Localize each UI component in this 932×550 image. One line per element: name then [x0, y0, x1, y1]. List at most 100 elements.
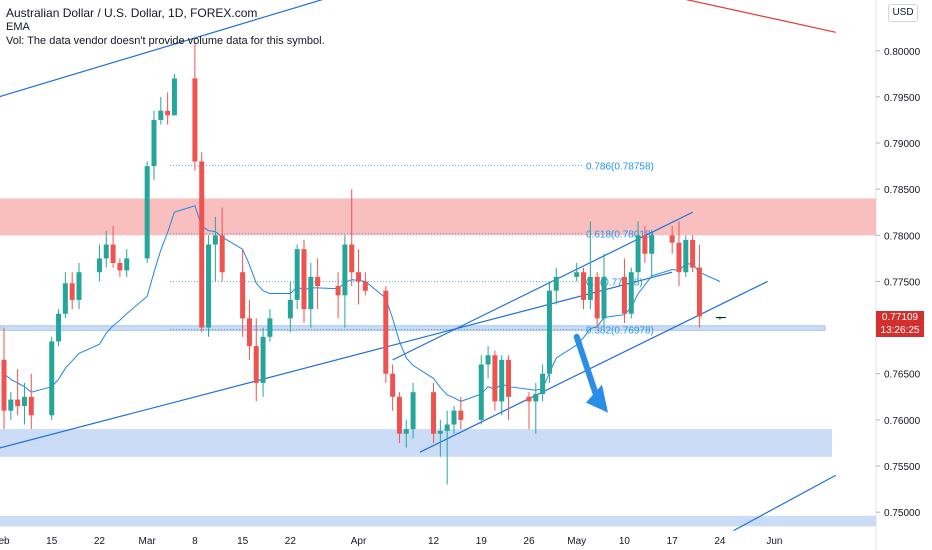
candle-body[interactable]: [308, 276, 314, 310]
price-tick-label: 0.77500: [884, 277, 921, 288]
candle-body[interactable]: [206, 244, 212, 328]
candle-body[interactable]: [540, 373, 546, 395]
candle-body[interactable]: [437, 430, 443, 434]
candle-body[interactable]: [246, 318, 252, 347]
candle-body[interactable]: [301, 249, 307, 310]
candle-body[interactable]: [171, 78, 177, 116]
projection-arrow-head[interactable]: [585, 384, 608, 413]
candle-body[interactable]: [553, 276, 559, 291]
candle-body[interactable]: [601, 276, 607, 319]
candle-body[interactable]: [642, 235, 648, 254]
candle-body[interactable]: [28, 396, 34, 416]
price-axis-panel[interactable]: [876, 0, 932, 550]
candle-body[interactable]: [8, 399, 14, 411]
candle-body[interactable]: [546, 290, 552, 374]
candle-body[interactable]: [478, 364, 484, 420]
candle-body[interactable]: [96, 258, 102, 273]
ema-indicator-label[interactable]: EMA: [6, 21, 30, 33]
candle-body[interactable]: [69, 283, 75, 300]
candle-body[interactable]: [260, 336, 266, 383]
candle-body[interactable]: [403, 429, 409, 434]
candle-body[interactable]: [444, 424, 450, 431]
candle-body[interactable]: [574, 272, 580, 277]
candle-body[interactable]: [587, 276, 593, 300]
candle-body[interactable]: [526, 396, 532, 402]
time-tick-label: 26: [523, 536, 535, 547]
candle-body[interactable]: [396, 396, 402, 434]
candle-body[interactable]: [240, 272, 246, 319]
trendline-long-rising[interactable]: [0, 271, 673, 452]
candle-body[interactable]: [356, 272, 362, 282]
projection-arrow-shaft[interactable]: [573, 333, 601, 404]
time-tick-label: 19: [476, 536, 488, 547]
candle-body[interactable]: [431, 392, 437, 434]
candle-body[interactable]: [690, 239, 696, 268]
candle-body[interactable]: [117, 263, 123, 271]
candle-body[interactable]: [383, 290, 389, 374]
trendline-red-downtrend[interactable]: [604, 0, 836, 33]
candle-body[interactable]: [192, 78, 198, 162]
candle-body[interactable]: [76, 272, 82, 300]
trendline-rising-channel-bottom[interactable]: [419, 280, 768, 453]
candle-body[interactable]: [676, 242, 682, 273]
candle-body[interactable]: [1, 359, 7, 411]
fib-level-label: 0.5(0.77498): [586, 278, 643, 289]
trendline-upper-channel[interactable]: [0, 0, 352, 102]
candle-body[interactable]: [492, 355, 498, 402]
candle-body[interactable]: [485, 355, 491, 365]
price-tick-label: 0.76000: [884, 416, 921, 427]
zone-support-mid[interactable]: [0, 325, 826, 331]
currency-button[interactable]: USD: [888, 4, 918, 22]
zone-support-lower[interactable]: [0, 429, 832, 457]
candle-body[interactable]: [669, 235, 675, 243]
candle-body[interactable]: [506, 359, 512, 397]
candle-body[interactable]: [410, 392, 416, 430]
candle-body[interactable]: [696, 267, 702, 317]
candle-body[interactable]: [451, 410, 457, 425]
candle-body[interactable]: [342, 244, 348, 296]
candle-body[interactable]: [56, 313, 62, 342]
time-tick-label: 10: [619, 536, 631, 547]
candle-body[interactable]: [390, 373, 396, 397]
candle-body[interactable]: [124, 258, 130, 271]
candle-body[interactable]: [581, 272, 587, 300]
candle-body[interactable]: [649, 235, 655, 254]
candle-body[interactable]: [315, 276, 321, 287]
candle-body[interactable]: [635, 235, 641, 273]
candle-body[interactable]: [362, 281, 368, 291]
candle-body[interactable]: [628, 272, 634, 314]
candle-body[interactable]: [294, 249, 300, 300]
candle-body[interactable]: [349, 244, 355, 273]
candle-body[interactable]: [144, 166, 150, 259]
candle-body[interactable]: [267, 318, 273, 337]
candle-body[interactable]: [158, 110, 164, 120]
price-tick-label: 0.79000: [884, 139, 921, 150]
candle-body[interactable]: [62, 283, 68, 314]
candle-body[interactable]: [594, 276, 600, 319]
candle-body[interactable]: [110, 244, 116, 263]
candle-body[interactable]: [165, 110, 171, 116]
zone-support-bottom[interactable]: [0, 515, 876, 526]
candle-body[interactable]: [253, 346, 259, 383]
zone-resistance[interactable]: [0, 198, 876, 236]
candle-body[interactable]: [151, 119, 157, 167]
candle-body[interactable]: [335, 286, 341, 296]
ema-line[interactable]: [3, 205, 721, 402]
symbol-title[interactable]: Australian Dollar / U.S. Dollar, 1D, FOR…: [6, 6, 258, 20]
candle-body[interactable]: [15, 399, 21, 407]
candle-body[interactable]: [533, 394, 539, 402]
candle-body[interactable]: [683, 239, 689, 273]
candle-body[interactable]: [287, 299, 293, 319]
candle-body[interactable]: [21, 396, 27, 407]
trendline-bottom-rising[interactable]: [733, 474, 837, 532]
candle-body[interactable]: [219, 235, 225, 273]
candle-body[interactable]: [103, 244, 109, 259]
candle-body[interactable]: [499, 359, 505, 402]
candle-body[interactable]: [458, 410, 464, 420]
candle-body[interactable]: [621, 276, 627, 314]
candle-body[interactable]: [199, 161, 205, 328]
candle-body[interactable]: [49, 341, 55, 416]
time-tick-label: Apr: [351, 536, 367, 547]
candle-body[interactable]: [212, 235, 218, 245]
